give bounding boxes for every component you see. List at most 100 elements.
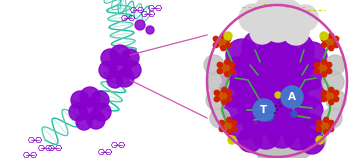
Circle shape bbox=[135, 20, 145, 30]
Circle shape bbox=[109, 56, 131, 78]
Circle shape bbox=[71, 91, 89, 109]
Circle shape bbox=[99, 61, 117, 79]
Circle shape bbox=[259, 26, 297, 64]
Circle shape bbox=[146, 26, 154, 34]
Circle shape bbox=[293, 96, 323, 126]
Circle shape bbox=[242, 30, 278, 66]
Circle shape bbox=[226, 39, 258, 71]
Circle shape bbox=[267, 115, 273, 121]
Circle shape bbox=[227, 90, 232, 95]
Circle shape bbox=[264, 14, 292, 42]
Circle shape bbox=[222, 87, 227, 92]
Circle shape bbox=[314, 62, 319, 67]
Circle shape bbox=[283, 19, 309, 45]
Circle shape bbox=[324, 36, 336, 48]
Circle shape bbox=[324, 117, 329, 122]
Circle shape bbox=[250, 20, 274, 44]
Circle shape bbox=[329, 127, 334, 132]
Circle shape bbox=[234, 68, 270, 104]
Circle shape bbox=[267, 118, 297, 148]
Circle shape bbox=[239, 4, 267, 32]
Circle shape bbox=[121, 49, 139, 67]
Circle shape bbox=[254, 43, 294, 83]
Circle shape bbox=[221, 57, 253, 89]
Circle shape bbox=[219, 77, 249, 107]
Circle shape bbox=[281, 86, 303, 108]
Circle shape bbox=[252, 121, 280, 149]
Circle shape bbox=[217, 62, 222, 67]
Circle shape bbox=[334, 36, 339, 41]
Circle shape bbox=[224, 32, 232, 40]
Circle shape bbox=[329, 46, 334, 51]
Circle shape bbox=[226, 36, 231, 41]
Circle shape bbox=[321, 97, 326, 102]
Circle shape bbox=[204, 55, 224, 75]
Circle shape bbox=[334, 43, 339, 48]
Circle shape bbox=[326, 90, 346, 110]
Circle shape bbox=[296, 114, 324, 142]
Circle shape bbox=[324, 91, 336, 101]
Circle shape bbox=[275, 92, 281, 98]
Circle shape bbox=[69, 103, 87, 121]
Circle shape bbox=[228, 136, 236, 144]
Circle shape bbox=[221, 33, 226, 38]
Circle shape bbox=[278, 32, 314, 68]
Circle shape bbox=[210, 108, 230, 128]
Circle shape bbox=[214, 97, 219, 102]
Circle shape bbox=[320, 121, 330, 131]
Circle shape bbox=[213, 36, 218, 41]
Circle shape bbox=[237, 87, 271, 121]
Circle shape bbox=[322, 71, 344, 93]
Circle shape bbox=[321, 90, 326, 95]
Circle shape bbox=[87, 111, 105, 129]
Circle shape bbox=[116, 69, 134, 87]
Circle shape bbox=[274, 48, 312, 86]
Circle shape bbox=[76, 114, 92, 130]
Circle shape bbox=[292, 5, 318, 31]
Circle shape bbox=[123, 61, 141, 79]
Circle shape bbox=[93, 103, 111, 121]
Circle shape bbox=[271, 137, 297, 158]
Circle shape bbox=[253, 99, 275, 121]
Circle shape bbox=[334, 90, 339, 95]
Circle shape bbox=[329, 87, 334, 92]
Circle shape bbox=[251, 63, 291, 103]
Circle shape bbox=[222, 100, 227, 105]
Circle shape bbox=[227, 130, 232, 135]
Circle shape bbox=[223, 121, 233, 131]
Circle shape bbox=[207, 71, 229, 93]
Circle shape bbox=[284, 122, 312, 150]
Ellipse shape bbox=[207, 5, 347, 157]
Circle shape bbox=[327, 69, 332, 74]
Circle shape bbox=[329, 120, 334, 125]
Circle shape bbox=[229, 114, 255, 140]
Circle shape bbox=[294, 58, 326, 90]
Circle shape bbox=[322, 72, 327, 77]
Circle shape bbox=[273, 0, 303, 30]
Circle shape bbox=[232, 120, 237, 125]
Circle shape bbox=[219, 127, 224, 132]
Circle shape bbox=[316, 127, 321, 132]
Circle shape bbox=[314, 69, 319, 74]
Circle shape bbox=[321, 36, 326, 41]
Circle shape bbox=[316, 120, 321, 125]
Circle shape bbox=[322, 59, 327, 64]
Circle shape bbox=[282, 97, 288, 103]
Circle shape bbox=[334, 97, 339, 102]
Circle shape bbox=[277, 104, 311, 138]
Circle shape bbox=[213, 43, 218, 48]
Circle shape bbox=[325, 55, 345, 75]
Circle shape bbox=[258, 100, 294, 136]
Circle shape bbox=[320, 32, 328, 40]
Circle shape bbox=[322, 108, 342, 128]
Circle shape bbox=[324, 130, 329, 135]
Circle shape bbox=[317, 63, 329, 73]
Circle shape bbox=[304, 129, 326, 151]
Circle shape bbox=[254, 0, 286, 28]
Circle shape bbox=[225, 72, 230, 77]
Circle shape bbox=[227, 117, 232, 122]
Circle shape bbox=[219, 120, 224, 125]
Circle shape bbox=[107, 72, 123, 88]
Circle shape bbox=[273, 86, 309, 122]
Circle shape bbox=[271, 67, 309, 105]
